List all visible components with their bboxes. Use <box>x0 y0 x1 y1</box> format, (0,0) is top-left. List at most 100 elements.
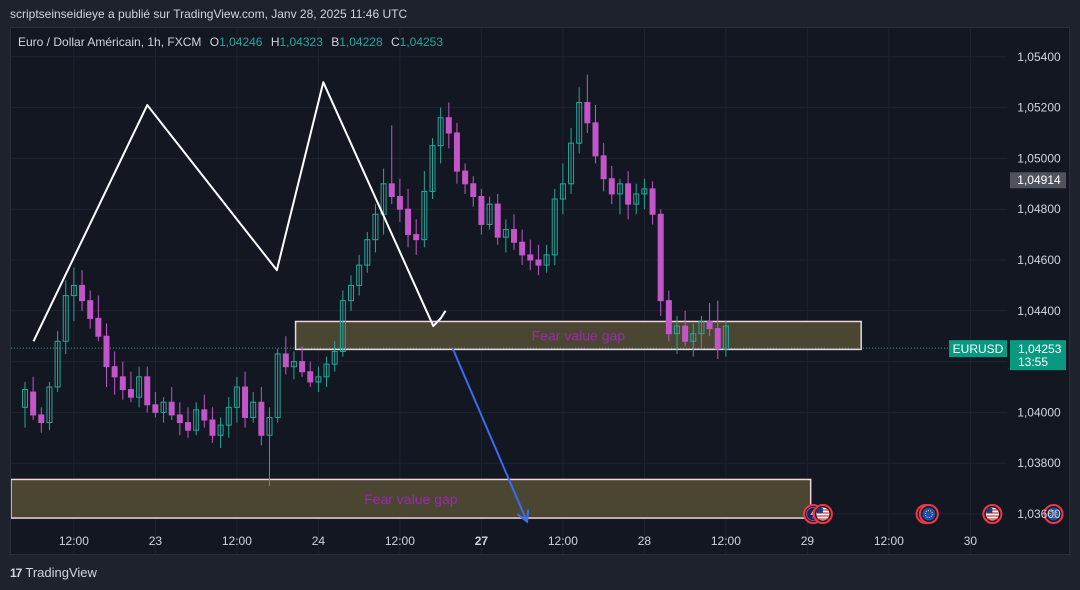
candle <box>494 193 501 245</box>
y-tick-label: 1,03600 <box>1017 507 1061 521</box>
tradingview-logo-icon: 17 <box>10 565 22 580</box>
candle <box>315 366 322 393</box>
candle-body <box>127 389 134 398</box>
candle-body <box>405 208 412 236</box>
candle <box>87 290 94 329</box>
candle <box>299 346 306 377</box>
projection-arrow <box>451 348 528 523</box>
marked-price-tag <box>1010 172 1066 189</box>
candle-body <box>690 333 697 342</box>
candle <box>111 351 118 395</box>
candle <box>559 163 566 215</box>
candle-body <box>388 183 395 198</box>
candle-body <box>136 376 143 398</box>
candle <box>674 315 680 354</box>
candle <box>600 143 607 192</box>
candle-body <box>706 320 713 330</box>
candle <box>396 178 403 222</box>
candle-body <box>453 132 460 172</box>
candle-body <box>201 409 208 421</box>
candle <box>429 138 436 200</box>
candle-body <box>657 213 664 302</box>
fair-value-gap-zone <box>294 320 862 351</box>
candle <box>682 310 689 347</box>
candle-body <box>641 188 648 195</box>
candle <box>290 351 297 380</box>
eu-flag-icon[interactable] <box>918 504 939 524</box>
candle-body <box>421 190 428 241</box>
eu-stars <box>1049 510 1058 518</box>
candle <box>225 397 232 438</box>
candle-body <box>339 300 346 352</box>
x-tick-label: 12:00 <box>548 534 578 548</box>
y-tick-label: 1,04400 <box>1017 304 1061 318</box>
x-tick-label: 23 <box>149 534 163 548</box>
candle <box>103 323 110 387</box>
eu-flag-fill <box>922 507 936 521</box>
candle-body <box>674 325 680 335</box>
candle-body <box>87 300 94 319</box>
y-tick-label: 1,03800 <box>1017 456 1061 470</box>
candle <box>323 356 330 387</box>
candle <box>348 275 354 311</box>
candle <box>641 178 648 210</box>
candle-body <box>38 414 45 424</box>
us-flag-icon[interactable] <box>812 504 833 524</box>
candle <box>690 323 697 357</box>
candle <box>608 166 615 205</box>
candle <box>576 87 583 154</box>
candle <box>258 387 265 446</box>
candle-body <box>478 196 485 225</box>
candle-body <box>290 361 297 368</box>
candle-body <box>698 320 705 335</box>
candle <box>714 300 721 360</box>
candle <box>46 381 53 431</box>
footer-brand: TradingView <box>25 565 97 580</box>
candle-body <box>307 371 314 383</box>
candle-body <box>323 363 330 378</box>
candle-body <box>22 389 28 408</box>
eu-flag-icon[interactable] <box>1043 504 1064 524</box>
last-price-tag <box>1010 340 1066 371</box>
candle-body <box>160 401 167 413</box>
candle-body <box>502 229 509 238</box>
candle-body <box>535 259 542 266</box>
candle <box>405 188 412 248</box>
candle-body <box>462 170 469 185</box>
x-tick-label: 29 <box>801 534 815 548</box>
candle <box>30 376 37 421</box>
candle <box>486 196 493 230</box>
chart-frame[interactable]: Fear value gap Fear value gap 1,05400 1,05… <box>10 27 1070 555</box>
candle <box>168 387 175 421</box>
arrow-head-icon <box>516 509 530 524</box>
footer: 17 TradingView <box>10 565 97 580</box>
candle <box>233 376 240 423</box>
y-tick-label: 1,05200 <box>1017 101 1061 115</box>
candle <box>706 303 713 337</box>
candlestick-chart[interactable]: Fear value gap Fear value gap 1,05400 1,05… <box>11 28 1069 554</box>
x-tick-label: 27 <box>475 534 489 548</box>
candle-body <box>584 102 591 124</box>
x-tick-label: 28 <box>638 534 652 548</box>
candle-body <box>608 178 615 195</box>
candle-body <box>445 117 452 134</box>
candle <box>649 181 656 225</box>
candle <box>185 407 191 438</box>
x-tick-label: 12:00 <box>385 534 415 548</box>
candle-body <box>242 386 249 418</box>
candle <box>152 392 159 418</box>
y-tick-label: 1,04000 <box>1017 405 1061 419</box>
candle-body <box>274 353 281 418</box>
candle <box>274 348 281 423</box>
candle-body <box>70 284 77 297</box>
candle <box>453 122 460 184</box>
candle-body <box>551 198 558 256</box>
candle <box>511 214 517 250</box>
candle-body <box>193 409 200 431</box>
candle <box>250 392 257 423</box>
y-tick-label: 1,04800 <box>1017 202 1061 216</box>
us-flag-icon[interactable] <box>982 504 1003 524</box>
candle-body <box>54 340 61 388</box>
candle-body <box>62 295 69 342</box>
candle <box>217 417 224 448</box>
